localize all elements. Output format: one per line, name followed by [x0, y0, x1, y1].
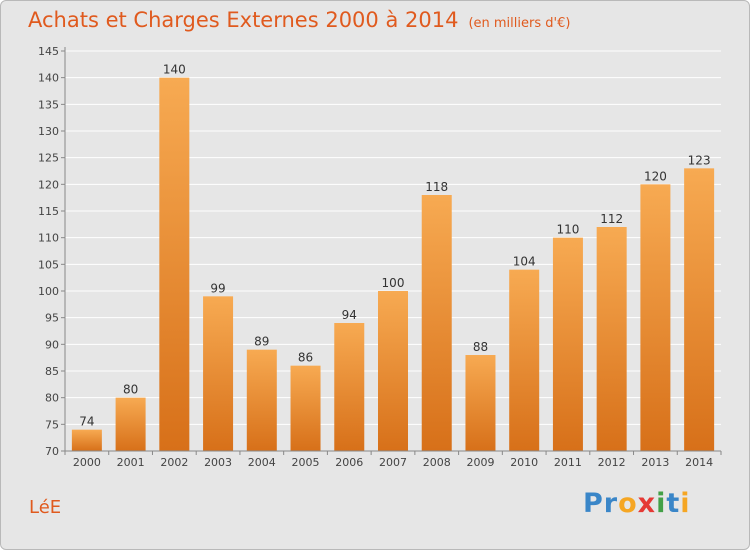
bar-2013	[640, 184, 671, 452]
y-tick-label: 130	[38, 125, 59, 138]
value-label-2003: 99	[210, 281, 225, 295]
x-tick-label-2012: 2012	[598, 456, 626, 469]
bar-2002	[159, 77, 190, 452]
x-tick-label-2006: 2006	[335, 456, 363, 469]
value-label-2006: 94	[342, 308, 357, 322]
bar-2010	[509, 269, 540, 451]
y-tick-label: 95	[45, 312, 59, 325]
value-label-2001: 80	[123, 383, 138, 397]
chart-title: Achats et Charges Externes 2000 à 2014 (e…	[28, 8, 570, 32]
y-tick-label: 145	[38, 45, 59, 58]
y-axis: 70 75 80 85 90 95 100 105 110 115 120 125 130 135 140 1…	[38, 45, 66, 458]
x-tick-label-2011: 2011	[554, 456, 582, 469]
x-tick-label-2013: 2013	[641, 456, 669, 469]
x-tick-label-2014: 2014	[685, 456, 713, 469]
x-axis: 2000 2001 2002 2003 2004 2005 2006 2007 2008 2009…	[64, 450, 722, 469]
value-label-2002: 140	[163, 63, 186, 77]
value-label-2011: 110	[556, 223, 579, 237]
logo-letters-4: t	[666, 488, 681, 519]
y-tick-label: 120	[38, 178, 59, 191]
value-label-2007: 100	[382, 276, 405, 290]
logo-letters-0: Pr	[583, 488, 619, 519]
y-tick-label: 100	[38, 285, 59, 298]
bar-2005	[290, 365, 321, 451]
y-tick-label: 70	[45, 445, 59, 458]
x-tick-label-2008: 2008	[423, 456, 451, 469]
bar-2007	[378, 291, 408, 451]
x-tick-label-2001: 2001	[117, 456, 145, 469]
value-label-2014: 123	[688, 153, 711, 167]
logo-letters-5: i	[680, 488, 691, 519]
bar-2014	[684, 168, 715, 452]
value-label-2000: 74	[79, 415, 94, 429]
chart-title-text: Achats et Charges Externes 2000 à 2014	[28, 8, 459, 32]
x-tick-label-2007: 2007	[379, 456, 407, 469]
bar-2012	[596, 227, 627, 451]
value-label-2005: 86	[298, 351, 313, 365]
chart-unit: (en milliers d'€)	[468, 16, 571, 31]
bars: 74 80 140 99 89 86 94 100 118 88 104 110 112 120 123	[71, 63, 715, 452]
value-label-2010: 104	[513, 255, 536, 269]
y-tick-label: 140	[38, 72, 59, 85]
commune-name: LéE	[29, 497, 62, 518]
value-label-2004: 89	[254, 335, 269, 349]
x-tick-label-2002: 2002	[160, 456, 188, 469]
x-tick-label-2004: 2004	[248, 456, 276, 469]
y-tick-label: 135	[38, 98, 59, 111]
logo-letters-3: i	[656, 488, 667, 519]
value-label-2013: 120	[644, 169, 667, 183]
y-tick-label: 85	[45, 365, 59, 378]
value-label-2012: 112	[600, 212, 623, 226]
logo-letters-1: o	[618, 488, 638, 519]
y-tick-label: 75	[45, 418, 59, 431]
x-tick-label-2010: 2010	[510, 456, 538, 469]
y-tick-label: 115	[38, 205, 59, 218]
bar-2011	[552, 237, 583, 451]
x-tick-label-2003: 2003	[204, 456, 232, 469]
y-tick-label: 80	[45, 392, 59, 405]
x-tick-label-2005: 2005	[292, 456, 320, 469]
x-tick-label-2009: 2009	[466, 456, 494, 469]
bar-2009	[465, 355, 496, 451]
logo-letters-2: x	[637, 488, 657, 519]
value-label-2008: 118	[425, 180, 448, 194]
bar-2008	[421, 195, 452, 451]
y-tick-label: 90	[45, 338, 59, 351]
proxiti-logo[interactable]: Proxiti	[583, 488, 691, 519]
bar-2004	[246, 349, 277, 451]
bar-2003	[203, 296, 234, 451]
x-tick-label-2000: 2000	[73, 456, 101, 469]
bar-2000	[71, 429, 102, 451]
value-label-2009: 88	[473, 340, 488, 354]
y-tick-label: 110	[38, 232, 59, 245]
y-tick-label: 105	[38, 258, 59, 271]
bar-2001	[115, 397, 146, 451]
bar-2006	[334, 323, 365, 451]
y-tick-label: 125	[38, 152, 59, 165]
